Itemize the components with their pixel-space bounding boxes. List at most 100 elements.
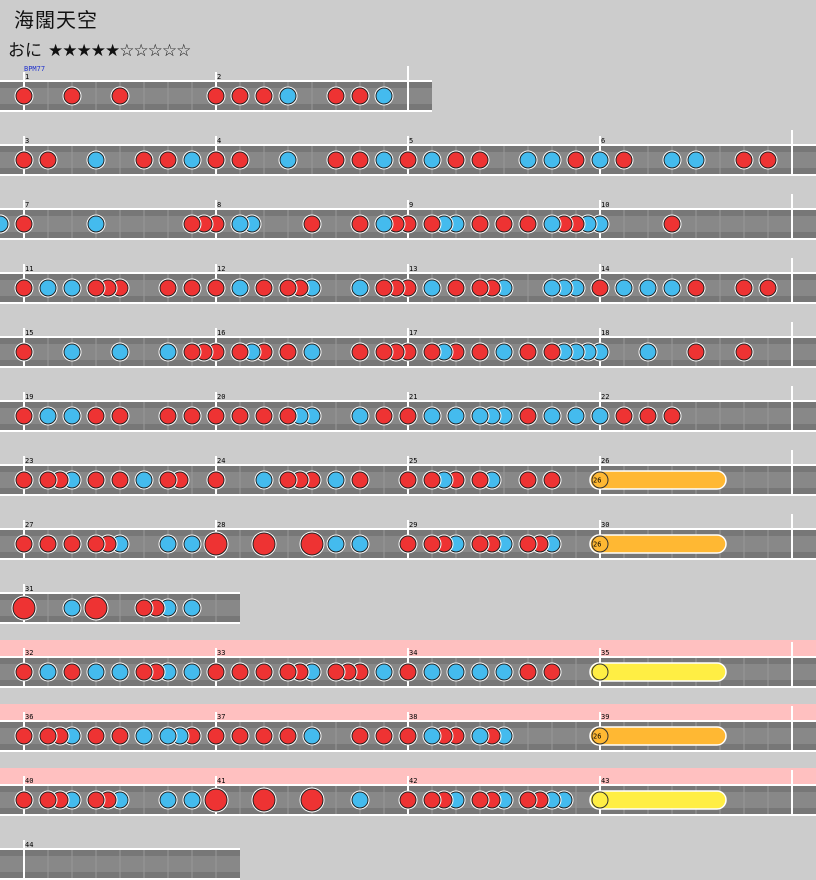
don-note xyxy=(86,790,106,810)
difficulty-stars: ★★★★★☆☆☆☆☆ xyxy=(48,41,191,61)
lane-bottom-border xyxy=(0,622,240,624)
don-note xyxy=(86,726,106,746)
big-don-note xyxy=(11,595,37,621)
ka-note xyxy=(542,214,562,234)
don-note xyxy=(470,470,490,490)
don-note xyxy=(446,150,466,170)
don-note xyxy=(470,534,490,554)
don-note xyxy=(278,342,298,362)
difficulty-label: おに xyxy=(8,41,42,61)
measure-number: 16 xyxy=(217,329,225,337)
ka-note xyxy=(542,406,562,426)
don-note xyxy=(158,406,178,426)
don-note xyxy=(278,470,298,490)
don-note xyxy=(350,726,370,746)
ka-note xyxy=(110,342,130,362)
lane-bottom-border xyxy=(0,238,816,240)
ka-note xyxy=(302,342,322,362)
measure-number: 22 xyxy=(601,393,609,401)
don-note xyxy=(614,406,634,426)
measure-number: 40 xyxy=(25,777,33,785)
ka-note xyxy=(350,790,370,810)
ka-note xyxy=(302,726,322,746)
don-note xyxy=(518,406,538,426)
measure-number: 42 xyxy=(409,777,417,785)
ka-note xyxy=(62,278,82,298)
don-note xyxy=(758,278,778,298)
ka-note xyxy=(542,150,562,170)
don-note xyxy=(254,726,274,746)
measure-number: 8 xyxy=(217,201,221,209)
don-note xyxy=(62,662,82,682)
ka-note xyxy=(0,214,10,234)
don-note xyxy=(110,86,130,106)
chart-row: 23 24 25 26 26 xyxy=(0,450,816,496)
don-note xyxy=(206,726,226,746)
don-note xyxy=(422,534,442,554)
ka-note xyxy=(158,534,178,554)
don-note xyxy=(62,86,82,106)
ka-note xyxy=(182,150,202,170)
don-note xyxy=(350,86,370,106)
don-note xyxy=(686,342,706,362)
ka-note xyxy=(662,278,682,298)
ka-note xyxy=(158,342,178,362)
chart-row: 3 4 5 6 xyxy=(0,130,816,176)
big-don-note xyxy=(203,531,229,557)
don-note xyxy=(14,86,34,106)
measure-number: 17 xyxy=(409,329,417,337)
don-note xyxy=(638,406,658,426)
ka-note xyxy=(110,662,130,682)
chart-row: 15 16 17 18 xyxy=(0,322,816,368)
ka-note xyxy=(182,598,202,618)
don-note xyxy=(14,662,34,682)
measure-number: 18 xyxy=(601,329,609,337)
don-note xyxy=(758,150,778,170)
don-note xyxy=(302,214,322,234)
don-note xyxy=(14,342,34,362)
ka-note xyxy=(422,150,442,170)
don-note xyxy=(14,214,34,234)
don-note xyxy=(686,278,706,298)
chart-row: 31 xyxy=(0,584,240,624)
don-note xyxy=(38,470,58,490)
don-note xyxy=(614,150,634,170)
ka-note xyxy=(446,406,466,426)
drumroll-note: 26 xyxy=(589,534,727,554)
measure-number: 21 xyxy=(409,393,417,401)
ka-note xyxy=(542,278,562,298)
don-note xyxy=(14,470,34,490)
don-note xyxy=(422,342,442,362)
ka-note xyxy=(86,662,106,682)
measure-number: 11 xyxy=(25,265,33,273)
don-note xyxy=(350,342,370,362)
measure-number: 44 xyxy=(25,841,33,849)
don-note xyxy=(230,406,250,426)
don-note xyxy=(14,726,34,746)
don-note xyxy=(734,342,754,362)
don-note xyxy=(230,150,250,170)
don-note xyxy=(662,406,682,426)
ka-note xyxy=(518,150,538,170)
ka-note xyxy=(38,278,58,298)
don-note xyxy=(470,342,490,362)
don-note xyxy=(254,278,274,298)
measure-number: 15 xyxy=(25,329,33,337)
big-don-note xyxy=(83,595,109,621)
don-note xyxy=(470,278,490,298)
chart-row: 36 37 38 39 26 xyxy=(0,704,816,752)
balloon-note xyxy=(589,662,727,682)
don-note xyxy=(182,342,202,362)
measure-number: 1 xyxy=(25,73,29,81)
don-note xyxy=(158,470,178,490)
ka-note xyxy=(470,406,490,426)
lane-bottom-border xyxy=(0,494,816,496)
don-note xyxy=(542,342,562,362)
don-note xyxy=(86,278,106,298)
don-note xyxy=(518,342,538,362)
don-note xyxy=(350,470,370,490)
bpm-marker: BPM77 xyxy=(24,65,46,73)
ka-note xyxy=(134,726,154,746)
ka-note xyxy=(134,470,154,490)
